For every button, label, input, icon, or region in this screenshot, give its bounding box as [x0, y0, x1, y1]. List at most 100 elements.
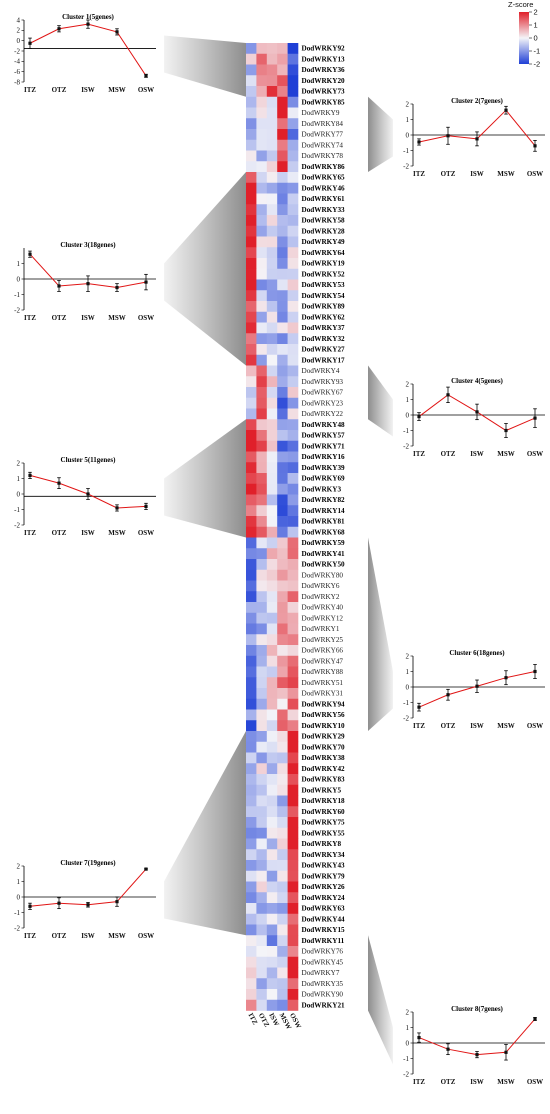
y-tick-label: 2 [406, 1008, 410, 1016]
gene-label: DodWRKY43 [302, 862, 346, 870]
heatmap-cell [277, 387, 288, 399]
heatmap-cell [246, 139, 257, 151]
heatmap-cell [277, 623, 288, 635]
heatmap-cell [287, 236, 299, 248]
data-point [446, 393, 450, 397]
heatmap-cell [287, 139, 299, 151]
heatmap-cell [287, 720, 299, 732]
heatmap-cell [277, 451, 288, 463]
heatmap-cell [277, 215, 288, 227]
heatmap-cell [266, 838, 278, 850]
data-point [475, 1053, 479, 1057]
gene-label: DodWRKY47 [302, 657, 344, 665]
heatmap-cell [256, 64, 268, 76]
heatmap-cell [246, 838, 257, 850]
gene-label: DodWRKY39 [302, 464, 346, 472]
heatmap-cell [246, 64, 257, 76]
heatmap-cell [256, 301, 268, 313]
heatmap-cell [246, 688, 257, 700]
heatmap-cell [256, 333, 268, 345]
heatmap-cell [277, 430, 288, 442]
heatmap-cell [256, 526, 268, 538]
heatmap-cell [256, 913, 268, 925]
heatmap-cell [287, 430, 299, 442]
heatmap-cell [246, 731, 257, 743]
x-tick-label: ITZ [413, 450, 425, 458]
cluster-plot: -8 -6 -4 -2 0 2 4 Cluster 1(5genes) ITZ OTZ ISW MSW… [14, 13, 156, 94]
heatmap-cell [287, 161, 299, 173]
gene-label: DodWRKY33 [302, 206, 346, 214]
heatmap-cell [266, 64, 278, 76]
series-line [29, 23, 147, 77]
heatmap-cell [277, 473, 288, 485]
data-point [533, 1017, 537, 1021]
heatmap-cell [256, 892, 268, 904]
heatmap-cell [277, 333, 288, 345]
x-tick-label: OSW [527, 1078, 543, 1086]
heatmap-cell [266, 107, 278, 119]
heatmap-cell [287, 505, 299, 517]
heatmap-cell [287, 903, 299, 915]
y-tick-label: -2 [14, 521, 20, 529]
x-tick-label: OTZ [441, 170, 456, 178]
legend-title: Z-score [508, 0, 533, 9]
gene-label: DodWRKY80 [302, 571, 344, 579]
heatmap-cell [277, 311, 288, 323]
heatmap-cell [246, 806, 257, 818]
heatmap-cell [246, 526, 257, 538]
heatmap-cell [246, 623, 257, 635]
heatmap-cell [277, 731, 288, 743]
heatmap-cell [277, 86, 288, 98]
gene-label: DodWRKY5 [302, 786, 342, 794]
heatmap-cell [266, 548, 278, 560]
heatmap-cell [266, 408, 278, 420]
cluster-plot: -2 -1 0 1 2 Cluster 2(7genes) ITZ OTZ ISW MSW OSW [403, 97, 545, 178]
heatmap-cell [246, 161, 257, 173]
heatmap-cell [256, 150, 268, 162]
heatmap-cell [266, 946, 278, 958]
heatmap-cell [256, 107, 268, 119]
gene-label: DodWRKY28 [302, 227, 346, 235]
data-point [144, 280, 148, 284]
heatmap-cell [277, 967, 288, 979]
y-tick-label: -1 [403, 147, 409, 155]
heatmap-cell [246, 967, 257, 979]
heatmap-cell [287, 569, 299, 581]
heatmap-cell [277, 677, 288, 689]
y-tick-label: 1 [406, 396, 410, 404]
heatmap-cell [246, 860, 257, 872]
data-point [144, 74, 148, 78]
heatmap-cell [256, 268, 268, 280]
gene-label: DodWRKY64 [302, 249, 346, 257]
heatmap-cell [287, 881, 299, 893]
heatmap-cell [256, 677, 268, 689]
heatmap-cell [256, 96, 268, 108]
heatmap-cell [266, 182, 278, 194]
heatmap-cell [287, 935, 299, 947]
cluster-connector [368, 537, 393, 731]
x-tick-label: OTZ [441, 722, 456, 730]
gene-label: DodWRKY14 [302, 507, 346, 515]
heatmap-cell [256, 666, 268, 678]
heatmap-cell [287, 118, 299, 130]
heatmap-cell [256, 86, 268, 98]
cluster-title: Cluster 4(5genes) [451, 377, 503, 385]
heatmap-cell [256, 236, 268, 248]
gene-label: DodWRKY53 [302, 281, 346, 289]
heatmap-cell [246, 763, 257, 775]
cluster-title: Cluster 2(7genes) [451, 97, 503, 105]
heatmap-cell [256, 53, 268, 65]
heatmap-cell [256, 623, 268, 635]
heatmap-cell [256, 827, 268, 839]
gene-label: DodWRKY18 [302, 797, 346, 805]
y-tick-label: -1 [14, 909, 20, 917]
heatmap-cell [266, 784, 278, 796]
heatmap-cell [256, 290, 268, 302]
heatmap-cell [287, 870, 299, 882]
heatmap-cell [277, 548, 288, 560]
heatmap-cell [256, 258, 268, 270]
heatmap-cell [287, 258, 299, 270]
heatmap-cell [246, 290, 257, 302]
heatmap-cell [256, 193, 268, 205]
